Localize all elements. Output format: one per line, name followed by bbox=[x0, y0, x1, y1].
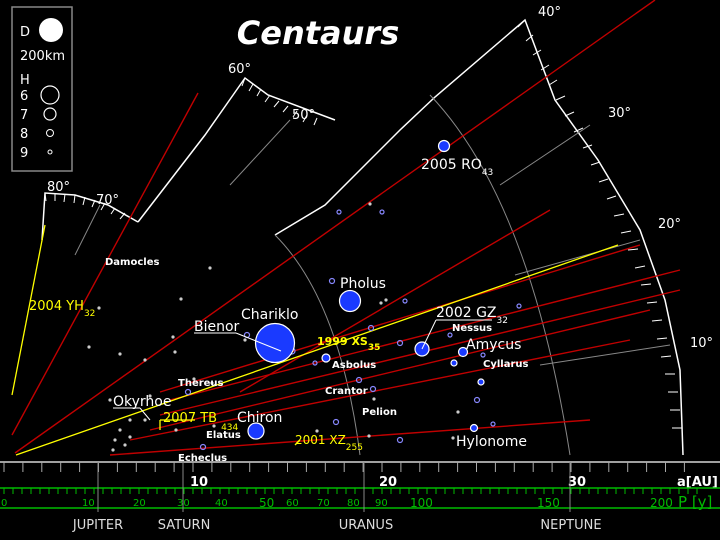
label-chiron: Chiron bbox=[237, 410, 282, 426]
p-tick-150: 150 bbox=[537, 496, 560, 510]
mid-arc-ticks bbox=[44, 77, 318, 220]
label-2002gz32: 2002 GZ32 bbox=[436, 305, 508, 326]
semi-major-axis: 10 20 30 a[AU] bbox=[0, 461, 720, 490]
p-axis-label: P [y] bbox=[678, 493, 712, 511]
a-axis-label: a[AU] bbox=[677, 475, 718, 490]
marker-crantor-b bbox=[477, 378, 485, 386]
planet-markers bbox=[97, 462, 571, 512]
legend-h-6: 6 bbox=[20, 89, 28, 104]
label-damocles: Damocles bbox=[105, 257, 159, 268]
label-pelion: Pelion bbox=[362, 407, 397, 418]
legend-h-8: 8 bbox=[20, 127, 28, 142]
size-legend: D 200km H 6 7 8 9 bbox=[11, 6, 73, 172]
label-nessus: Nessus bbox=[452, 323, 492, 334]
legend-d-circle bbox=[39, 18, 63, 42]
label-okyrhoe: Okyrhoe bbox=[113, 394, 171, 410]
angle-10: 10° bbox=[690, 336, 713, 351]
inclination-sector-outer bbox=[274, 18, 684, 456]
legend-d-value: 200km bbox=[20, 49, 65, 64]
angle-30: 30° bbox=[608, 106, 631, 121]
marker-hylonome bbox=[469, 423, 479, 433]
a-tick-30: 30 bbox=[568, 475, 586, 490]
label-thereus: Thereus bbox=[178, 378, 224, 389]
legend-h-9: 9 bbox=[20, 146, 28, 161]
planet-neptune: NEPTUNE bbox=[540, 518, 601, 533]
p-tick-10: 10 bbox=[82, 498, 95, 509]
period-axis: 0 10 20 30 40 50 60 70 80 90 100 150 200… bbox=[0, 487, 720, 511]
p-tick-20: 20 bbox=[133, 498, 146, 509]
angle-80: 80° bbox=[47, 180, 70, 195]
label-echeclus: Echeclus bbox=[178, 453, 227, 464]
planet-uranus: URANUS bbox=[339, 518, 393, 533]
planet-saturn: SATURN bbox=[158, 518, 211, 533]
p-tick-200: 200 bbox=[650, 496, 673, 510]
label-2007tb434: 2007 TB434 bbox=[163, 411, 239, 433]
small-objects bbox=[184, 209, 522, 451]
inclination-angle-labels: 10° 20° 30° 40° 50° 60° 70° 80° bbox=[47, 5, 713, 351]
p-tick-80: 80 bbox=[347, 498, 360, 509]
marker-pholus bbox=[338, 289, 362, 313]
yellow-inclination-lines bbox=[11, 224, 619, 456]
p-tick-0: 0 bbox=[1, 498, 7, 509]
p-tick-70: 70 bbox=[317, 498, 330, 509]
outer-arc-ticks bbox=[517, 19, 682, 429]
legend-h-label: H bbox=[20, 73, 30, 88]
inclination-sector-mid bbox=[41, 76, 336, 241]
label-hylonome: Hylonome bbox=[456, 434, 527, 450]
label-cyllarus: Cyllarus bbox=[483, 359, 529, 370]
planet-jupiter: JUPITER bbox=[72, 518, 123, 533]
named-objects bbox=[247, 139, 485, 440]
a-tick-20: 20 bbox=[379, 475, 397, 490]
label-2004yh32: 2004 YH32 bbox=[29, 299, 95, 319]
marker-asbolus bbox=[321, 353, 331, 363]
label-asbolus: Asbolus bbox=[332, 360, 376, 371]
p-tick-50: 50 bbox=[259, 496, 274, 510]
angle-70: 70° bbox=[96, 193, 119, 208]
marker-2005ro43 bbox=[437, 139, 451, 153]
minor-objects bbox=[87, 202, 460, 452]
legend-h-7: 7 bbox=[20, 108, 28, 123]
guide-lines bbox=[74, 94, 671, 456]
chart-title: Centaurs bbox=[237, 14, 399, 52]
marker-chiron bbox=[247, 422, 265, 440]
marker-cyllarus bbox=[450, 359, 458, 367]
label-elatus: Elatus bbox=[206, 430, 241, 441]
angle-20: 20° bbox=[658, 217, 681, 232]
p-tick-40: 40 bbox=[215, 498, 228, 509]
label-crantor: Crantor bbox=[325, 386, 368, 397]
angle-40: 40° bbox=[538, 5, 561, 20]
legend-d-label: D bbox=[20, 25, 30, 40]
angle-50: 50° bbox=[292, 108, 315, 123]
label-amycus: Amycus bbox=[466, 337, 521, 353]
a-tick-10: 10 bbox=[190, 475, 208, 490]
p-tick-60: 60 bbox=[286, 498, 299, 509]
object-labels: 2005 RO43 Pholus Chariklo Bienor 2002 GZ… bbox=[29, 157, 529, 464]
label-bienor: Bienor bbox=[194, 319, 240, 335]
label-2001xz255: 2001 XZ255 bbox=[295, 433, 363, 453]
label-chariklo: Chariklo bbox=[241, 307, 298, 323]
label-pholus: Pholus bbox=[340, 276, 386, 292]
p-tick-100: 100 bbox=[410, 496, 433, 510]
marker-amycus bbox=[457, 346, 469, 358]
label-2005ro43: 2005 RO43 bbox=[421, 157, 493, 178]
marker-chariklo bbox=[254, 322, 296, 364]
angle-60: 60° bbox=[228, 62, 251, 77]
label-1999xs35: 1999 XS35 bbox=[317, 335, 380, 353]
p-tick-90: 90 bbox=[375, 498, 388, 509]
